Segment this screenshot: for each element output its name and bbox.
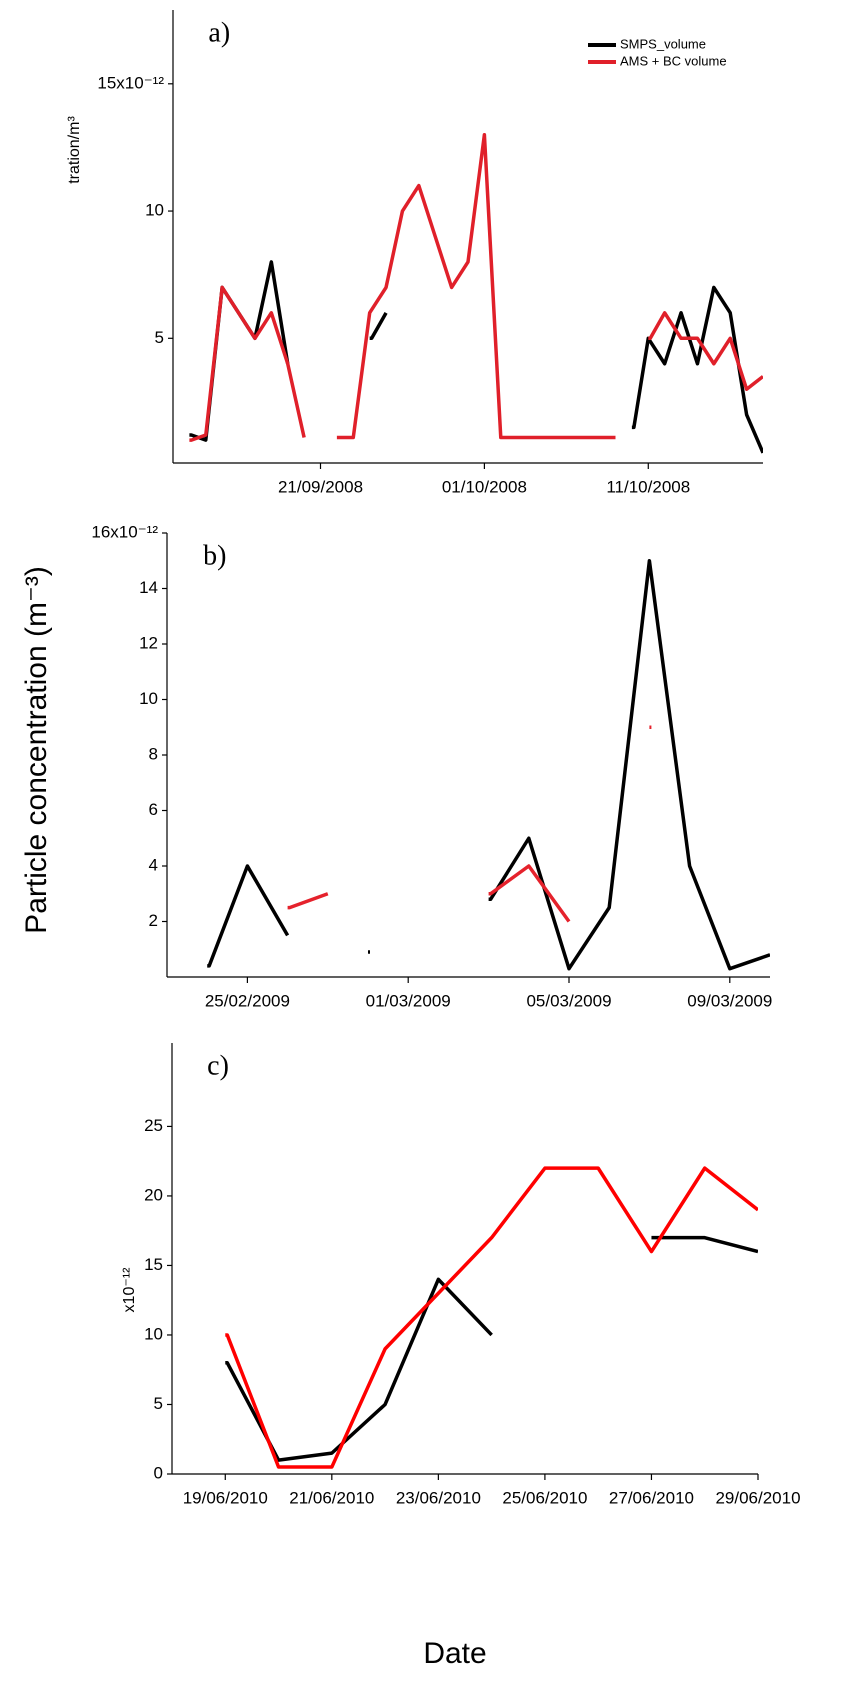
x-tick-label: 09/03/2009 — [687, 991, 772, 1010]
panel-label: c) — [207, 1050, 229, 1081]
y-axis-label: Particle concentration (m⁻³) — [20, 566, 53, 934]
y-tick-label: 16x10⁻¹² — [91, 522, 158, 541]
y-tick-label: 0 — [154, 1463, 163, 1482]
y-tick-label: 5 — [155, 328, 164, 347]
legend-label: AMS + BC volume — [620, 53, 727, 68]
y-tick-label: 15 — [144, 1255, 163, 1274]
y-tick-label: 10 — [145, 201, 164, 220]
x-tick-label: 25/06/2010 — [502, 1488, 587, 1507]
y-tick-label: 20 — [144, 1185, 163, 1204]
x-tick-label: 29/06/2010 — [715, 1488, 800, 1507]
x-tick-label: 25/02/2009 — [205, 991, 290, 1010]
series-line — [207, 559, 770, 971]
x-tick-label: 01/03/2009 — [366, 991, 451, 1010]
x-tick-label: 11/10/2008 — [606, 477, 690, 496]
y-tick-label: 14 — [139, 578, 158, 597]
series-line — [189, 132, 763, 442]
y-tick-label: 8 — [149, 744, 158, 763]
y-tick-label: 6 — [149, 800, 158, 819]
y-tick-label: 10 — [139, 689, 158, 708]
y-tick-label: 12 — [139, 633, 158, 652]
legend-label: SMPS_volume — [620, 36, 706, 51]
y-tick-label: 15x10⁻¹² — [97, 73, 164, 92]
x-tick-label: 27/06/2010 — [609, 1488, 694, 1507]
series-line — [189, 260, 763, 454]
axis-title: x10⁻¹² — [121, 1267, 138, 1313]
y-tick-label: 2 — [149, 911, 158, 930]
series-line — [225, 1235, 758, 1462]
y-tick-label: 10 — [144, 1324, 163, 1343]
x-axis-label: Date — [423, 1637, 486, 1670]
x-tick-label: 23/06/2010 — [396, 1488, 481, 1507]
panel-label: b) — [203, 540, 226, 571]
y-tick-label: 5 — [154, 1394, 163, 1413]
y-tick-label: 4 — [149, 855, 158, 874]
x-tick-label: 21/06/2010 — [289, 1488, 374, 1507]
x-tick-label: 19/06/2010 — [183, 1488, 268, 1507]
x-tick-label: 21/09/2008 — [278, 477, 363, 496]
x-tick-label: 01/10/2008 — [442, 477, 527, 496]
panel-label: a) — [208, 17, 230, 48]
y-tick-label: 25 — [144, 1116, 163, 1135]
x-tick-label: 05/03/2009 — [526, 991, 611, 1010]
series-line — [287, 725, 652, 923]
series-line — [225, 1166, 758, 1469]
axis-title: tration/m³ — [66, 116, 83, 184]
